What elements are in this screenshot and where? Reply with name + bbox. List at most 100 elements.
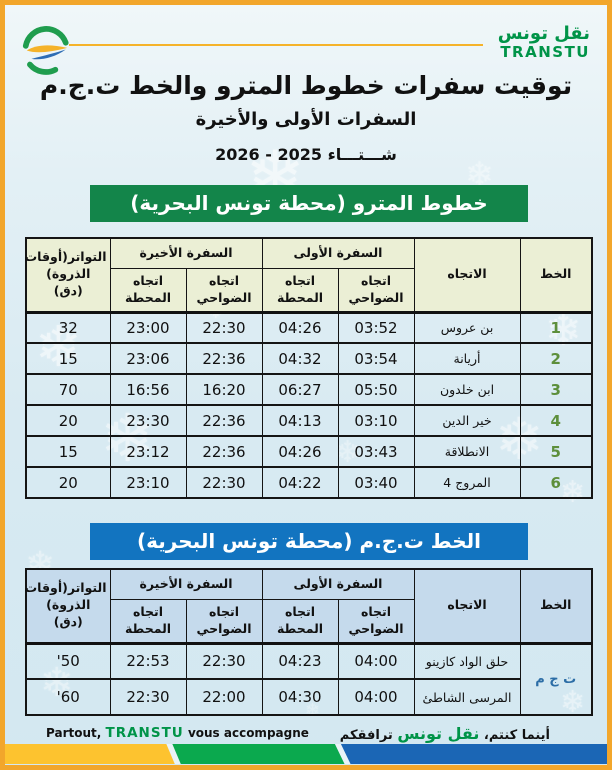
first-suburbs-time: 03:40 [337,466,415,499]
brand-divider-line [69,44,483,46]
frequency-cell: 32 [25,311,111,344]
footer-right-suffix: ترافقكم [339,727,393,743]
first-station-time: 04:22 [261,466,339,499]
page-title: توقيت سفرات خطوط المترو والخط ت.ج.م [39,71,573,100]
brand-block: نقل تونس TRANSTU [498,24,590,60]
brand-latin: TRANSTU [500,42,590,61]
stripe-green-segment [172,744,345,764]
direction-cell: المرسى الشاطئ [413,678,521,716]
first-station-time: 04:32 [261,342,339,375]
col-header-direction: الاتجاه [413,568,521,644]
footer-left-suffix: vous accompagne [187,726,309,740]
col-header-toward-suburbs: اتجاه الضواحي [337,267,415,313]
last-suburbs-time: 22:30 [185,642,263,680]
brand-arabic: نقل تونس [497,23,590,44]
line-number: 3 [519,373,593,406]
last-suburbs-time: 16:20 [185,373,263,406]
metro-row: 3 ابن خلدون 05:50 06:27 16:20 16:56 70 [25,373,593,406]
first-station-time: 04:26 [261,311,339,344]
last-suburbs-time: 22:36 [185,342,263,375]
first-suburbs-time: 03:54 [337,342,415,375]
direction-cell: المروج 4 [413,466,521,499]
last-station-time: 23:00 [109,311,187,344]
line-number: 6 [519,466,593,499]
direction-cell: الانطلاقة [413,435,521,468]
line-number: 2 [519,342,593,375]
season-label: شـــتـــاء 2025 - 2026 [215,145,397,164]
last-station-time: 23:06 [109,342,187,375]
last-station-time: 23:10 [109,466,187,499]
metro-row: 5 الانطلاقة 03:43 04:26 22:36 23:12 15 [25,435,593,468]
footer-left-brand: TRANSTU [105,725,184,741]
first-station-time: 04:23 [261,642,339,680]
frequency-cell: 20 [25,404,111,437]
col-header-toward-station: اتجاه المحطة [261,267,339,313]
last-station-time: 23:12 [109,435,187,468]
last-suburbs-time: 22:30 [185,466,263,499]
col-header-toward-station: اتجاه المحطة [109,598,187,644]
frequency-cell: '60 [25,678,111,716]
frequency-cell: 15 [25,342,111,375]
last-station-time: 22:30 [109,678,187,716]
col-header-first-trip: السفرة الأولى [261,237,415,269]
frequency-cell: '50 [25,642,111,680]
direction-cell: ابن خلدون [413,373,521,406]
footer: Partout, TRANSTU vous accompagne أينما ك… [5,721,607,745]
metro-row: 2 أريانة 03:54 04:32 22:36 23:06 15 [25,342,593,375]
metro-section-banner: خطوط المترو (محطة تونس البحرية) [90,185,528,222]
footer-right-prefix: أينما كنتم، [483,727,550,743]
stripe-yellow-segment [5,744,175,764]
stripe-blue-segment [340,744,607,764]
transtu-swirl-logo-icon [22,26,69,75]
line-number: 5 [519,435,593,468]
first-station-time: 04:30 [261,678,339,716]
footer-left-prefix: Partout, [46,726,102,740]
first-station-time: 06:27 [261,373,339,406]
col-header-line: الخط [519,237,593,313]
col-header-toward-suburbs: اتجاه الضواحي [185,598,263,644]
bottom-stripe [5,744,607,764]
last-suburbs-time: 22:00 [185,678,263,716]
col-header-frequency: التواتر(أوقات الذروة) (دق) [25,568,111,644]
tgm-timetable: الخط الاتجاه السفرة الأولى السفرة الأخير… [25,568,593,716]
last-suburbs-time: 22:36 [185,404,263,437]
frequency-cell: 70 [25,373,111,406]
line-number: 1 [519,311,593,344]
page-subtitle: السفرات الأولى والأخيرة [195,109,417,130]
col-header-toward-station: اتجاه المحطة [261,598,339,644]
metro-row: 4 خير الدين 03:10 04:13 22:36 23:30 20 [25,404,593,437]
col-header-line: الخط [519,568,593,644]
first-suburbs-time: 03:10 [337,404,415,437]
first-suburbs-time: 05:50 [337,373,415,406]
col-header-last-trip: السفرة الأخيرة [109,568,263,600]
last-suburbs-time: 22:36 [185,435,263,468]
last-station-time: 16:56 [109,373,187,406]
col-header-toward-suburbs: اتجاه الضواحي [185,267,263,313]
first-suburbs-time: 04:00 [337,642,415,680]
col-header-last-trip: السفرة الأخيرة [109,237,263,269]
col-header-frequency: التواتر(أوقات الذروة) (دق) [25,237,111,313]
direction-cell: خير الدين [413,404,521,437]
tgm-section-banner: الخط ت.ج.م (محطة تونس البحرية) [90,523,528,560]
first-station-time: 04:26 [261,435,339,468]
tgm-row: ت ج م حلق الواد كازينو 04:00 04:23 22:30… [25,642,593,716]
frequency-cell: 20 [25,466,111,499]
metro-row: 6 المروج 4 03:40 04:22 22:30 23:10 20 [25,466,593,499]
metro-timetable: الخط الاتجاه السفرة الأولى السفرة الأخير… [25,237,593,499]
last-suburbs-time: 22:30 [185,311,263,344]
footer-right-brand: نقل تونس [397,723,480,743]
tgm-row: المرسى الشاطئ 04:00 04:30 22:00 22:30 '6… [25,678,592,716]
first-suburbs-time: 03:52 [337,311,415,344]
first-station-time: 04:13 [261,404,339,437]
line-number: 4 [519,404,593,437]
last-station-time: 22:53 [109,642,187,680]
first-suburbs-time: 04:00 [337,678,415,716]
frequency-cell: 15 [25,435,111,468]
col-header-toward-station: اتجاه المحطة [109,267,187,313]
col-header-first-trip: السفرة الأولى [261,568,415,600]
metro-row: 1 بن عروس 03:52 04:26 22:30 23:00 32 [25,311,593,344]
last-station-time: 23:30 [109,404,187,437]
first-suburbs-time: 03:43 [337,435,415,468]
col-header-toward-suburbs: اتجاه الضواحي [337,598,415,644]
